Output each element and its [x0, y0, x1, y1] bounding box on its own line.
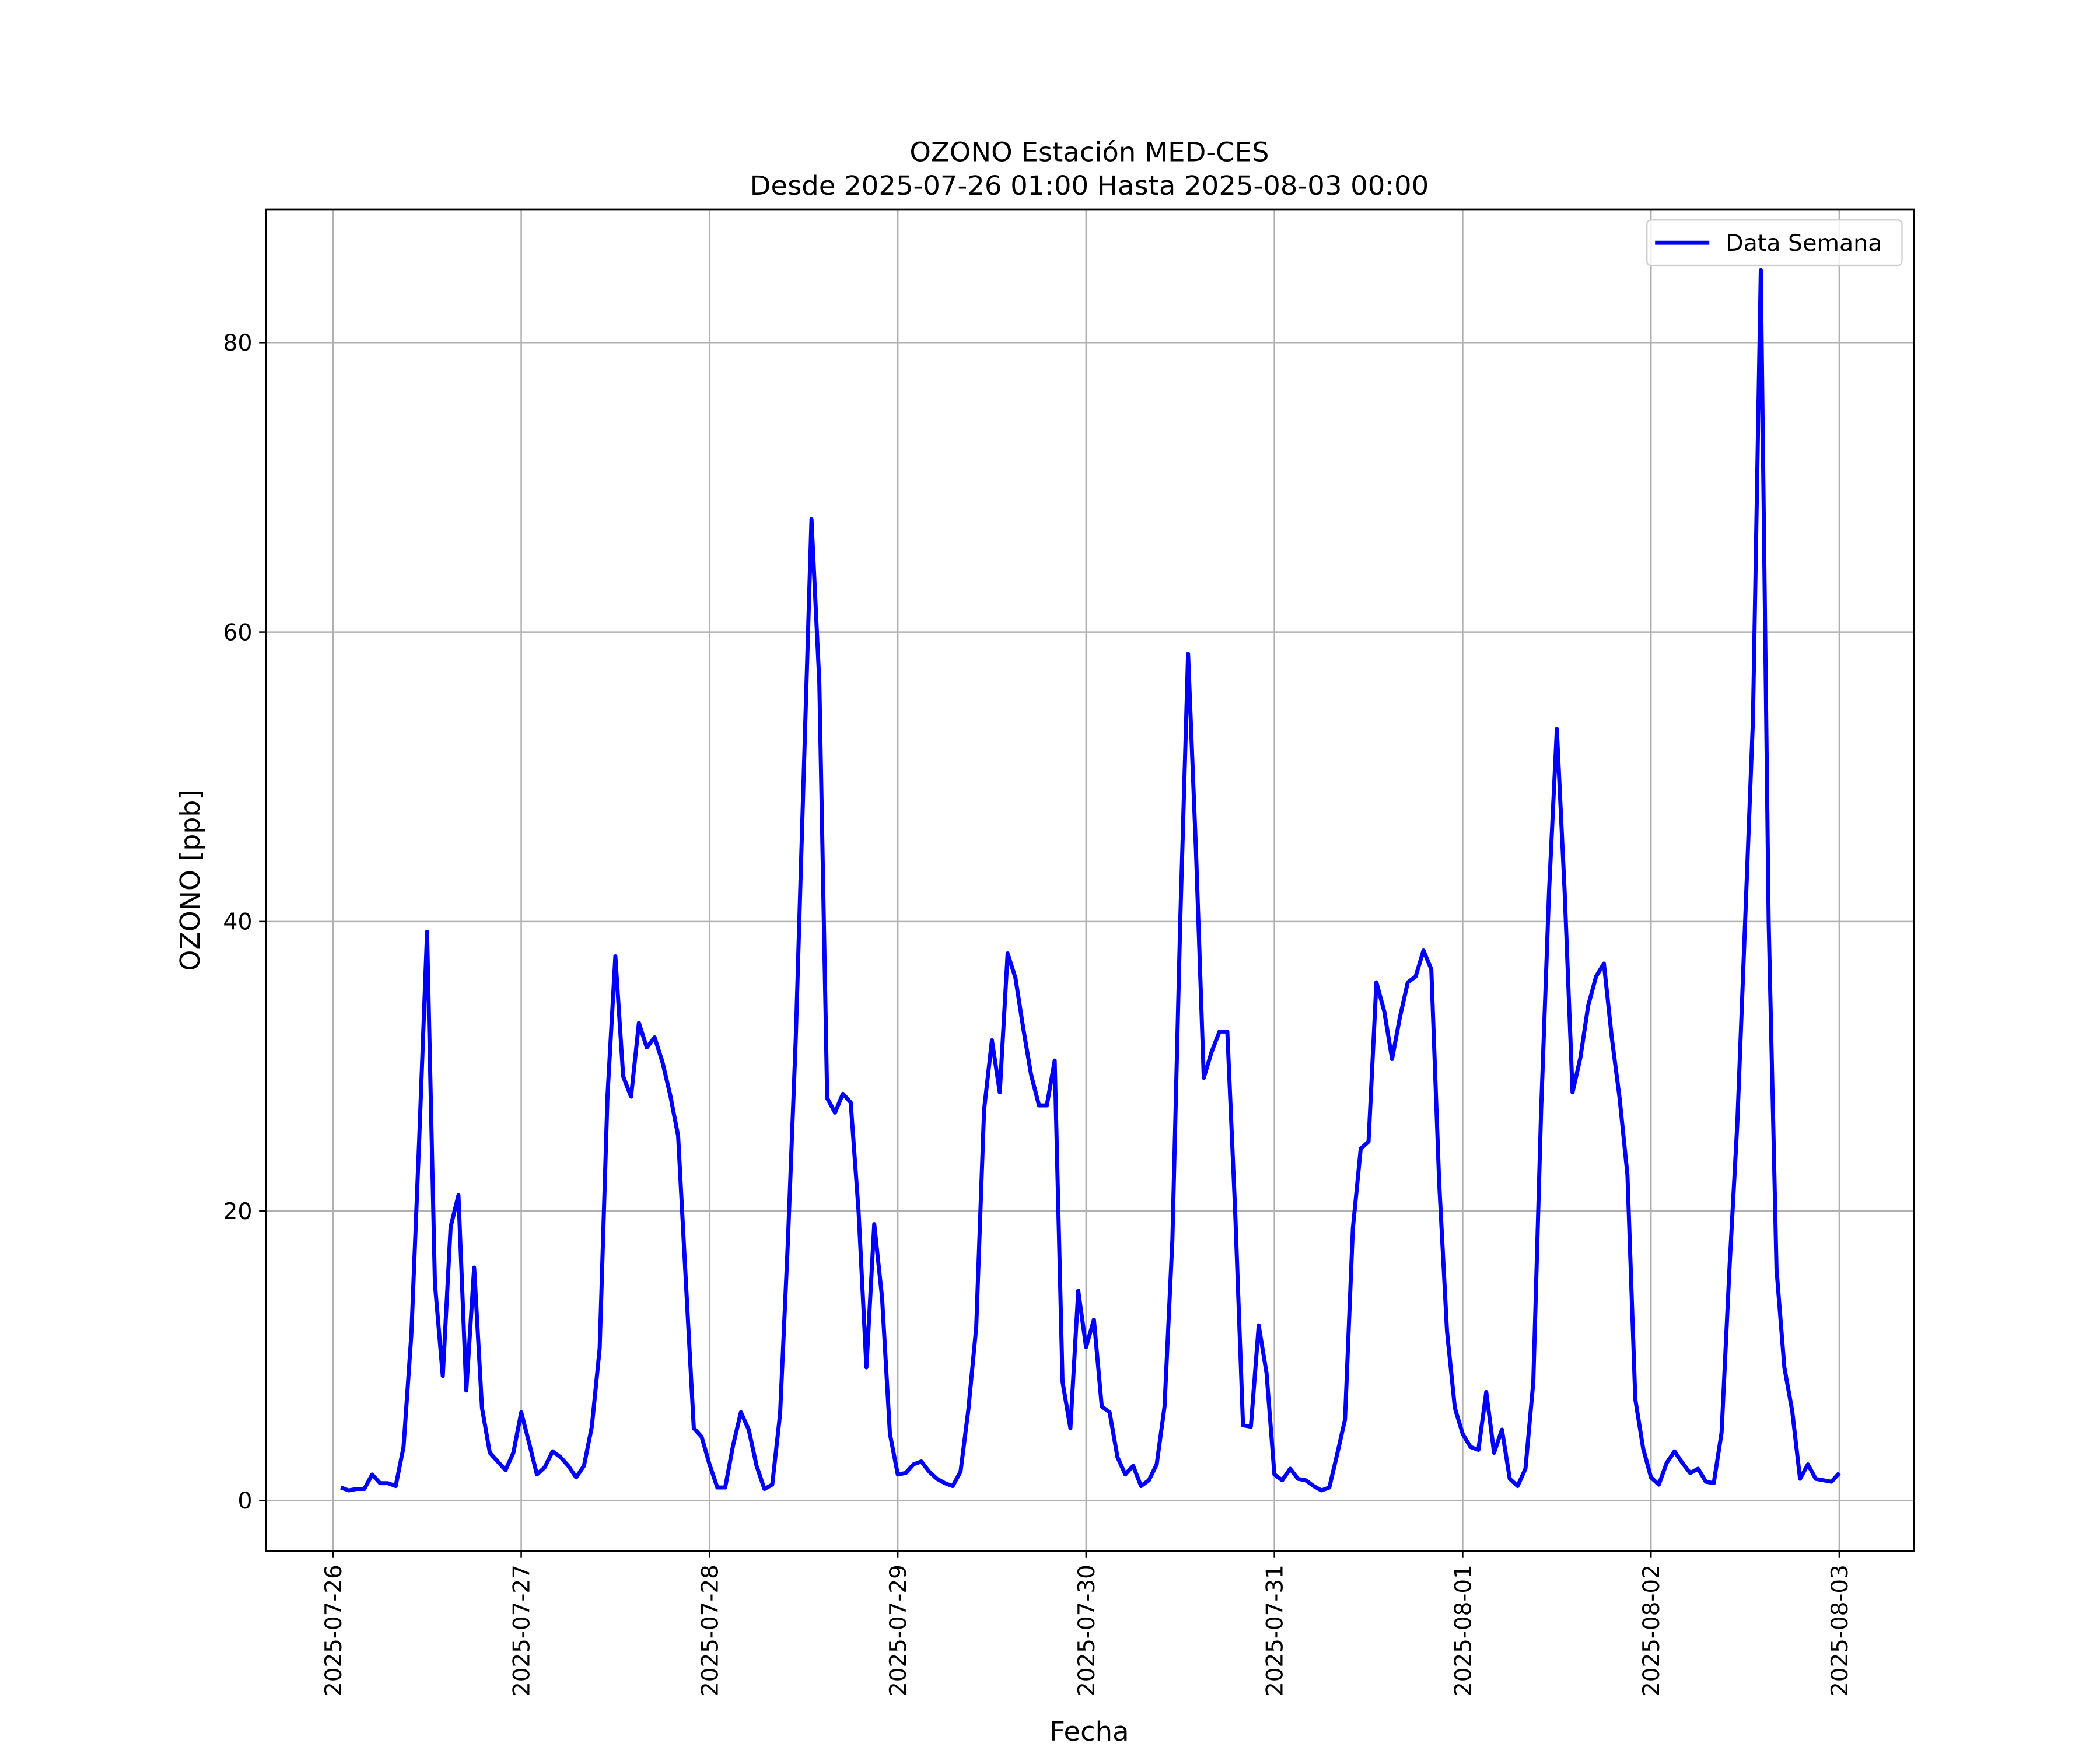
x-axis-label: Fecha: [1049, 1716, 1129, 1747]
y-tick-label: 20: [223, 1199, 252, 1225]
axes-frame: [265, 208, 1915, 1552]
x-tick-label: 2025-07-31: [1262, 1564, 1288, 1696]
legend: Data Semana: [1646, 219, 1903, 267]
legend-box: [1646, 219, 1903, 267]
x-tick-label: 2025-08-01: [1450, 1564, 1476, 1696]
y-axis-label: OZONO [ppb]: [174, 790, 205, 971]
x-tick-label: 2025-07-29: [886, 1564, 912, 1696]
plot-area: [340, 268, 1841, 1493]
y-tick-label: 80: [223, 330, 252, 356]
x-tick-label: 2025-08-03: [1827, 1564, 1853, 1696]
x-tick-label: 2025-07-26: [320, 1564, 346, 1696]
x-tick-label: 2025-07-27: [509, 1564, 535, 1696]
y-tick-label: 40: [223, 909, 252, 936]
x-tick-label: 2025-07-30: [1074, 1564, 1100, 1696]
chart-title: OZONO Estación MED-CES: [909, 136, 1269, 168]
x-tick-label: 2025-08-02: [1639, 1564, 1665, 1696]
grid: [265, 209, 1915, 1552]
chart-subtitle: Desde 2025-07-26 01:00 Hasta 2025-08-03 …: [750, 170, 1429, 201]
ticks: 0 20 40 60 80 2025-07-26 2025-07-27 2025-07-28 2…: [223, 330, 1853, 1696]
data-line: [340, 268, 1841, 1493]
x-tick-label: 2025-07-28: [697, 1564, 723, 1696]
y-tick-label: 0: [237, 1488, 252, 1514]
y-tick-label: 60: [223, 620, 252, 646]
legend-label: Data Semana: [1726, 230, 1882, 257]
